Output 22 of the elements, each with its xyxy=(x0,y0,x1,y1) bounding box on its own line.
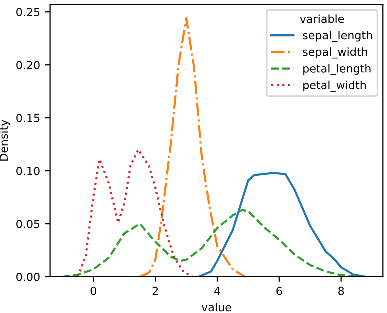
legend-label: petal_length xyxy=(304,64,371,76)
y-axis-title: Density xyxy=(0,120,10,161)
line-series xyxy=(198,172,368,278)
x-tick-label: 6 xyxy=(276,286,282,296)
y-tick-label: 0.15 xyxy=(16,114,40,122)
y-tick-label: 0.20 xyxy=(16,61,40,70)
line-series xyxy=(139,17,246,278)
legend-label: petal_width xyxy=(304,80,366,92)
x-tick-label: 8 xyxy=(338,286,344,296)
y-tick-label: 0.10 xyxy=(16,167,40,176)
x-tick-label: 0 xyxy=(90,286,96,296)
y-tick-label: 0.00 xyxy=(16,272,40,282)
legend-label: sepal_width xyxy=(303,48,368,59)
line-series xyxy=(62,209,358,278)
x-axis-title: value xyxy=(202,303,232,312)
x-tick-label: 2 xyxy=(152,286,158,296)
y-tick-label: 0.25 xyxy=(16,8,40,16)
legend-title: variable xyxy=(300,14,344,24)
y-tick-label: 0.05 xyxy=(16,220,40,228)
x-tick-label: 4 xyxy=(214,287,220,296)
legend-label: sepal_length xyxy=(303,31,372,42)
line-series xyxy=(70,148,194,278)
